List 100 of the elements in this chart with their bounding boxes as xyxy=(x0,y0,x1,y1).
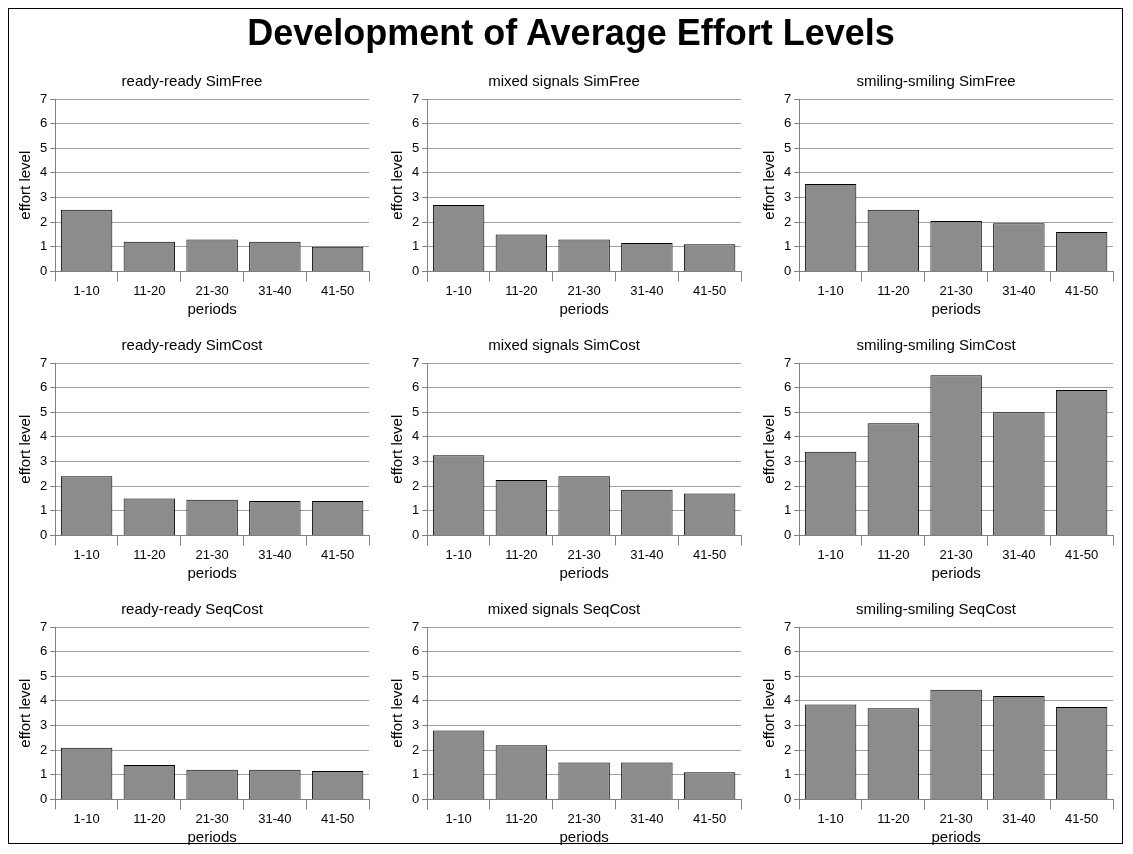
x-tick-label: 1-10 xyxy=(817,810,844,826)
y-axis-title: effort level xyxy=(388,414,406,484)
y-axis-title: effort level xyxy=(388,678,406,748)
y-tick-label: 4 xyxy=(412,164,420,180)
y-tick-label: 1 xyxy=(784,766,792,782)
chart-title: smiling-smiling SeqCost xyxy=(855,600,1017,618)
chart-title: smiling-smiling SimFree xyxy=(856,72,1016,90)
y-tick-label: 6 xyxy=(40,643,48,659)
y-tick-label: 4 xyxy=(784,164,792,180)
x-axis-title: periods xyxy=(559,300,609,318)
y-tick-label: 2 xyxy=(412,477,420,493)
y-tick-label: 2 xyxy=(784,741,792,757)
x-tick-label: 11-20 xyxy=(505,546,538,562)
x-tick-label: 21-30 xyxy=(939,810,973,826)
x-tick-label: 11-20 xyxy=(877,810,910,826)
x-tick-label: 1-10 xyxy=(73,546,100,562)
y-tick-label: 1 xyxy=(412,502,420,518)
x-tick-label: 21-30 xyxy=(195,546,229,562)
y-tick-label: 2 xyxy=(40,741,48,757)
y-tick-label: 4 xyxy=(40,428,48,444)
y-tick-label: 4 xyxy=(412,428,420,444)
y-tick-label: 2 xyxy=(40,213,48,229)
x-tick-label: 1-10 xyxy=(73,282,100,298)
y-axis-title: effort level xyxy=(760,150,778,220)
x-tick-label: 31-40 xyxy=(1002,282,1036,298)
y-tick-label: 5 xyxy=(784,403,792,419)
x-tick-label: 41-50 xyxy=(693,282,727,298)
y-tick-label: 0 xyxy=(40,526,48,542)
x-tick-label: 31-40 xyxy=(258,810,292,826)
x-tick-label: 11-20 xyxy=(505,810,538,826)
x-tick-label: 21-30 xyxy=(195,810,229,826)
y-tick-label: 7 xyxy=(412,618,420,634)
x-tick-label: 1-10 xyxy=(445,810,472,826)
y-tick-label: 3 xyxy=(40,189,48,205)
x-axis-title: periods xyxy=(559,828,609,846)
y-tick-label: 0 xyxy=(784,526,792,542)
y-tick-label: 3 xyxy=(40,453,48,469)
x-tick-label: 31-40 xyxy=(630,282,664,298)
y-tick-label: 6 xyxy=(412,643,420,659)
y-axis-title: effort level xyxy=(388,150,406,220)
y-tick-label: 3 xyxy=(40,717,48,733)
y-tick-label: 1 xyxy=(784,238,792,254)
y-tick-label: 1 xyxy=(784,502,792,518)
y-tick-label: 4 xyxy=(412,692,420,708)
x-tick-label: 31-40 xyxy=(1002,810,1036,826)
y-tick-label: 5 xyxy=(412,139,420,155)
x-axis-title: periods xyxy=(187,564,237,582)
x-axis-title: periods xyxy=(931,564,981,582)
y-tick-label: 5 xyxy=(40,403,48,419)
y-tick-label: 0 xyxy=(412,526,420,542)
y-tick-label: 4 xyxy=(784,692,792,708)
x-tick-label: 11-20 xyxy=(505,282,538,298)
y-tick-label: 5 xyxy=(784,667,792,683)
x-axis-title: periods xyxy=(931,828,981,846)
x-tick-label: 11-20 xyxy=(133,546,166,562)
x-tick-label: 1-10 xyxy=(73,810,100,826)
y-tick-label: 6 xyxy=(412,379,420,395)
y-tick-label: 0 xyxy=(40,790,48,806)
x-tick-label: 41-50 xyxy=(693,546,727,562)
y-tick-label: 2 xyxy=(784,477,792,493)
y-tick-label: 0 xyxy=(784,790,792,806)
y-tick-label: 5 xyxy=(40,667,48,683)
x-axis-title: periods xyxy=(559,564,609,582)
y-tick-label: 6 xyxy=(40,379,48,395)
y-tick-label: 7 xyxy=(784,90,792,106)
y-tick-label: 4 xyxy=(40,692,48,708)
x-tick-label: 41-50 xyxy=(321,282,355,298)
x-tick-label: 11-20 xyxy=(877,546,910,562)
x-tick-label: 21-30 xyxy=(195,282,229,298)
x-tick-label: 31-40 xyxy=(630,810,664,826)
x-tick-label: 1-10 xyxy=(817,546,844,562)
y-tick-label: 3 xyxy=(784,453,792,469)
x-tick-label: 21-30 xyxy=(939,282,973,298)
y-axis-title: effort level xyxy=(16,150,34,220)
y-tick-label: 6 xyxy=(412,115,420,131)
x-tick-label: 41-50 xyxy=(1065,282,1099,298)
y-tick-label: 3 xyxy=(412,189,420,205)
y-tick-label: 7 xyxy=(40,354,48,370)
y-tick-label: 0 xyxy=(412,262,420,278)
y-tick-label: 2 xyxy=(784,213,792,229)
y-axis-title: effort level xyxy=(760,414,778,484)
x-axis-title: periods xyxy=(931,300,981,318)
y-tick-label: 5 xyxy=(412,667,420,683)
y-tick-label: 6 xyxy=(784,643,792,659)
y-tick-label: 2 xyxy=(412,741,420,757)
x-tick-label: 31-40 xyxy=(630,546,664,562)
y-axis-title: effort level xyxy=(16,414,34,484)
x-tick-label: 41-50 xyxy=(321,546,355,562)
chart-title: mixed signals SimCost xyxy=(488,336,641,354)
x-tick-label: 21-30 xyxy=(567,810,601,826)
y-tick-label: 7 xyxy=(40,90,48,106)
y-tick-label: 2 xyxy=(40,477,48,493)
y-tick-label: 6 xyxy=(40,115,48,131)
chart-title: ready-ready SimCost xyxy=(121,336,264,354)
x-tick-label: 1-10 xyxy=(445,282,472,298)
x-tick-label: 41-50 xyxy=(321,810,355,826)
y-tick-label: 0 xyxy=(784,262,792,278)
x-tick-label: 31-40 xyxy=(258,282,292,298)
y-tick-label: 7 xyxy=(784,618,792,634)
x-tick-label: 11-20 xyxy=(133,810,166,826)
